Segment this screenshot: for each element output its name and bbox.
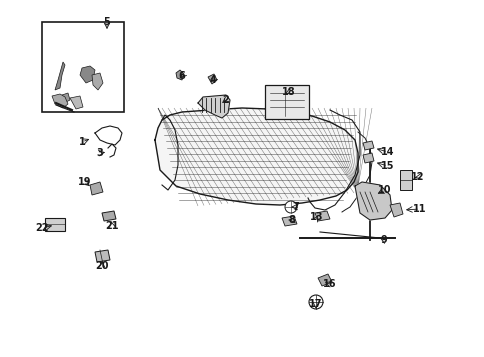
Polygon shape <box>362 153 373 163</box>
Polygon shape <box>318 274 332 286</box>
Circle shape <box>308 295 322 309</box>
Circle shape <box>285 201 296 213</box>
Polygon shape <box>62 93 70 103</box>
Polygon shape <box>176 70 183 80</box>
Polygon shape <box>354 182 391 220</box>
Bar <box>45 218 65 231</box>
Polygon shape <box>92 73 103 90</box>
Text: 18: 18 <box>282 87 295 97</box>
Text: 8: 8 <box>288 215 295 225</box>
Polygon shape <box>55 62 65 90</box>
Text: 6: 6 <box>178 71 185 81</box>
Polygon shape <box>197 95 229 118</box>
Polygon shape <box>314 211 329 221</box>
Text: 20: 20 <box>95 261 108 271</box>
Text: 3: 3 <box>96 148 103 158</box>
Text: 13: 13 <box>310 212 323 222</box>
Polygon shape <box>208 74 216 84</box>
Bar <box>42 22 124 112</box>
Polygon shape <box>95 250 110 262</box>
Text: 16: 16 <box>322 279 336 289</box>
FancyBboxPatch shape <box>264 85 308 119</box>
Text: 4: 4 <box>209 75 216 85</box>
Polygon shape <box>80 66 95 83</box>
Polygon shape <box>281 216 296 226</box>
Polygon shape <box>362 141 373 150</box>
Polygon shape <box>52 94 68 108</box>
Text: 17: 17 <box>309 299 322 309</box>
Polygon shape <box>155 108 357 205</box>
Text: 2: 2 <box>222 95 229 105</box>
Polygon shape <box>389 203 402 217</box>
Text: 7: 7 <box>292 202 299 212</box>
Text: 11: 11 <box>412 204 426 214</box>
Text: 14: 14 <box>380 147 394 157</box>
Text: 15: 15 <box>380 161 394 171</box>
Text: 5: 5 <box>104 17 110 27</box>
Text: 9: 9 <box>380 235 387 245</box>
Text: 21: 21 <box>105 221 119 231</box>
Text: 1: 1 <box>78 137 85 147</box>
Text: 19: 19 <box>78 177 91 187</box>
Polygon shape <box>70 96 83 109</box>
Text: 12: 12 <box>410 172 424 182</box>
Polygon shape <box>102 211 116 221</box>
Text: 10: 10 <box>378 185 391 195</box>
Text: 22: 22 <box>35 223 49 233</box>
Bar <box>399 170 411 190</box>
Polygon shape <box>90 182 103 195</box>
